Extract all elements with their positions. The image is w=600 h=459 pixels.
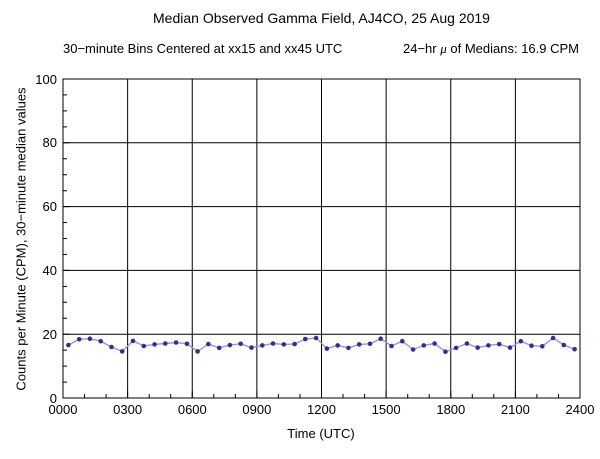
data-point <box>367 341 373 347</box>
x-axis-label: Time (UTC) <box>287 426 355 441</box>
chart-subtitle: 30−minute Bins Centered at xx15 and xx45… <box>63 41 579 57</box>
data-point <box>432 341 437 346</box>
data-point <box>195 349 200 354</box>
data-point <box>281 342 287 347</box>
data-point <box>260 343 265 348</box>
data-point <box>163 341 168 346</box>
x-tick-label: 2400 <box>565 402 595 417</box>
gridlines <box>63 79 580 398</box>
data-point <box>518 338 524 344</box>
data-point <box>356 342 362 347</box>
data-point <box>421 343 427 348</box>
subtitle-bins-note: 30−minute Bins Centered at xx15 and xx45… <box>63 41 343 56</box>
data-point <box>486 343 491 348</box>
data-point <box>507 345 513 350</box>
x-tick-label: 0900 <box>242 402 272 417</box>
data-point <box>249 345 254 350</box>
data-point <box>400 338 405 344</box>
y-tick-label: 100 <box>35 71 57 87</box>
data-point <box>443 349 448 355</box>
x-tick-label: 0300 <box>113 402 143 417</box>
data-point <box>141 343 147 349</box>
x-tick-label: 1200 <box>307 402 336 417</box>
data-point <box>540 344 545 349</box>
tick-marks <box>62 78 581 399</box>
data-point <box>130 338 136 344</box>
data-point <box>87 336 93 342</box>
x-tick-label: 1500 <box>371 402 401 417</box>
data-point <box>98 338 103 344</box>
x-tick-label: 1800 <box>436 402 466 417</box>
data-point <box>550 335 556 341</box>
data-point <box>270 341 276 346</box>
data-point <box>324 346 330 351</box>
x-tick-label: 2100 <box>500 402 530 417</box>
data-series <box>66 335 577 355</box>
data-point <box>119 349 125 354</box>
data-point <box>572 346 577 352</box>
data-point <box>184 341 190 347</box>
data-point <box>464 341 470 346</box>
data-point <box>529 343 534 349</box>
data-point <box>109 344 114 350</box>
data-point <box>410 347 416 352</box>
x-tick-label: 0000 <box>48 402 78 417</box>
y-tick-label: 40 <box>42 262 57 278</box>
data-point <box>378 336 384 342</box>
y-tick-label: 60 <box>42 199 57 215</box>
axis-ticks <box>62 78 581 399</box>
data-point <box>335 343 341 348</box>
data-point <box>303 336 308 342</box>
y-tick-label: 20 <box>42 326 57 342</box>
x-tick-label: 0600 <box>177 402 207 417</box>
data-point <box>206 341 211 347</box>
data-point <box>292 341 297 347</box>
chart-title: Median Observed Gamma Field, AJ4CO, 25 A… <box>153 10 490 26</box>
data-point <box>173 340 179 345</box>
data-point <box>227 342 233 348</box>
subtitle-mean-prefix: 24−hr <box>403 41 441 56</box>
data-point <box>496 341 502 347</box>
data-point <box>389 343 394 349</box>
data-point <box>76 337 82 342</box>
data-point <box>313 335 319 341</box>
subtitle-mean-note: 24−hr μ of Medians: 16.9 CPM <box>403 41 579 57</box>
data-point <box>66 342 71 348</box>
data-point <box>475 345 481 350</box>
data-point <box>453 345 459 351</box>
data-point <box>152 342 157 347</box>
y-tick-label: 0 <box>49 390 57 406</box>
data-point <box>216 345 222 351</box>
data-point <box>238 341 243 347</box>
y-tick-label: 80 <box>42 135 57 151</box>
data-point <box>561 342 567 348</box>
subtitle-mean-suffix: of Medians: 16.9 CPM <box>446 41 579 56</box>
mu-symbol: μ <box>440 41 447 56</box>
data-point <box>346 345 351 351</box>
